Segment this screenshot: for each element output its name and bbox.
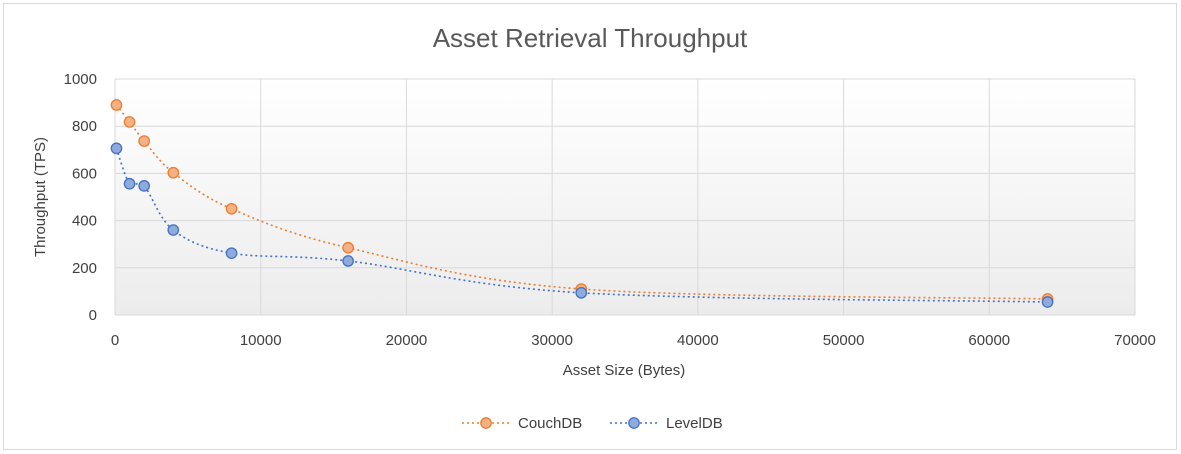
couchdb-point	[225, 202, 238, 215]
y-tick-label: 800	[72, 118, 97, 135]
leveldb-point	[1041, 296, 1054, 308]
couchdb-point	[342, 241, 354, 254]
leveldb-point	[110, 142, 123, 155]
couchdb-trend-line	[115, 104, 1048, 300]
couchdb-point	[110, 99, 123, 111]
legend-item-couchdb: CouchDB	[462, 415, 582, 432]
leveldb-point	[167, 224, 180, 236]
couchdb-point	[123, 116, 136, 128]
legend-item-leveldb: LevelDB	[610, 415, 723, 432]
leveldb-point	[575, 286, 588, 299]
x-tick-label: 0	[111, 332, 119, 349]
y-tick-label: 1000	[64, 71, 97, 88]
chart-title: Asset Retrieval Throughput	[433, 23, 748, 53]
couchdb-point	[138, 135, 150, 147]
plot-area	[115, 79, 1135, 315]
x-axis-label: Asset Size (Bytes)	[563, 362, 686, 379]
x-tick-labels: 0 10000 20000 30000 40000 50000 60000 70000	[111, 332, 1156, 349]
series-couchdb	[110, 99, 1054, 305]
leveldb-point	[342, 255, 354, 267]
y-tick-labels: 0 200 400 600 800 1000	[64, 71, 97, 324]
x-tick-label: 60000	[968, 332, 1010, 349]
x-tick-label: 70000	[1114, 332, 1156, 349]
series-layer	[110, 99, 1054, 308]
gridlines	[114, 78, 1136, 316]
y-tick-label: 0	[89, 307, 97, 324]
y-axis-label: Throughput (TPS)	[32, 137, 49, 257]
legend-label: LevelDB	[666, 415, 723, 432]
x-tick-label: 40000	[677, 332, 719, 349]
x-tick-label: 30000	[531, 332, 573, 349]
legend-swatch-marker	[480, 417, 492, 429]
y-tick-label: 600	[72, 165, 97, 182]
x-tick-label: 10000	[240, 332, 282, 349]
x-tick-label: 50000	[823, 332, 865, 349]
leveldb-trend-line	[115, 148, 1048, 303]
y-tick-label: 400	[72, 213, 97, 230]
legend: CouchDB LevelDB	[462, 415, 723, 432]
x-tick-label: 20000	[386, 332, 428, 349]
legend-swatch-marker	[628, 417, 640, 429]
leveldb-point	[123, 177, 136, 190]
leveldb-point	[225, 247, 238, 260]
couchdb-point	[167, 166, 180, 179]
leveldb-point	[138, 180, 150, 192]
y-tick-label: 200	[72, 260, 97, 277]
series-leveldb	[110, 142, 1054, 308]
legend-label: CouchDB	[518, 415, 582, 432]
